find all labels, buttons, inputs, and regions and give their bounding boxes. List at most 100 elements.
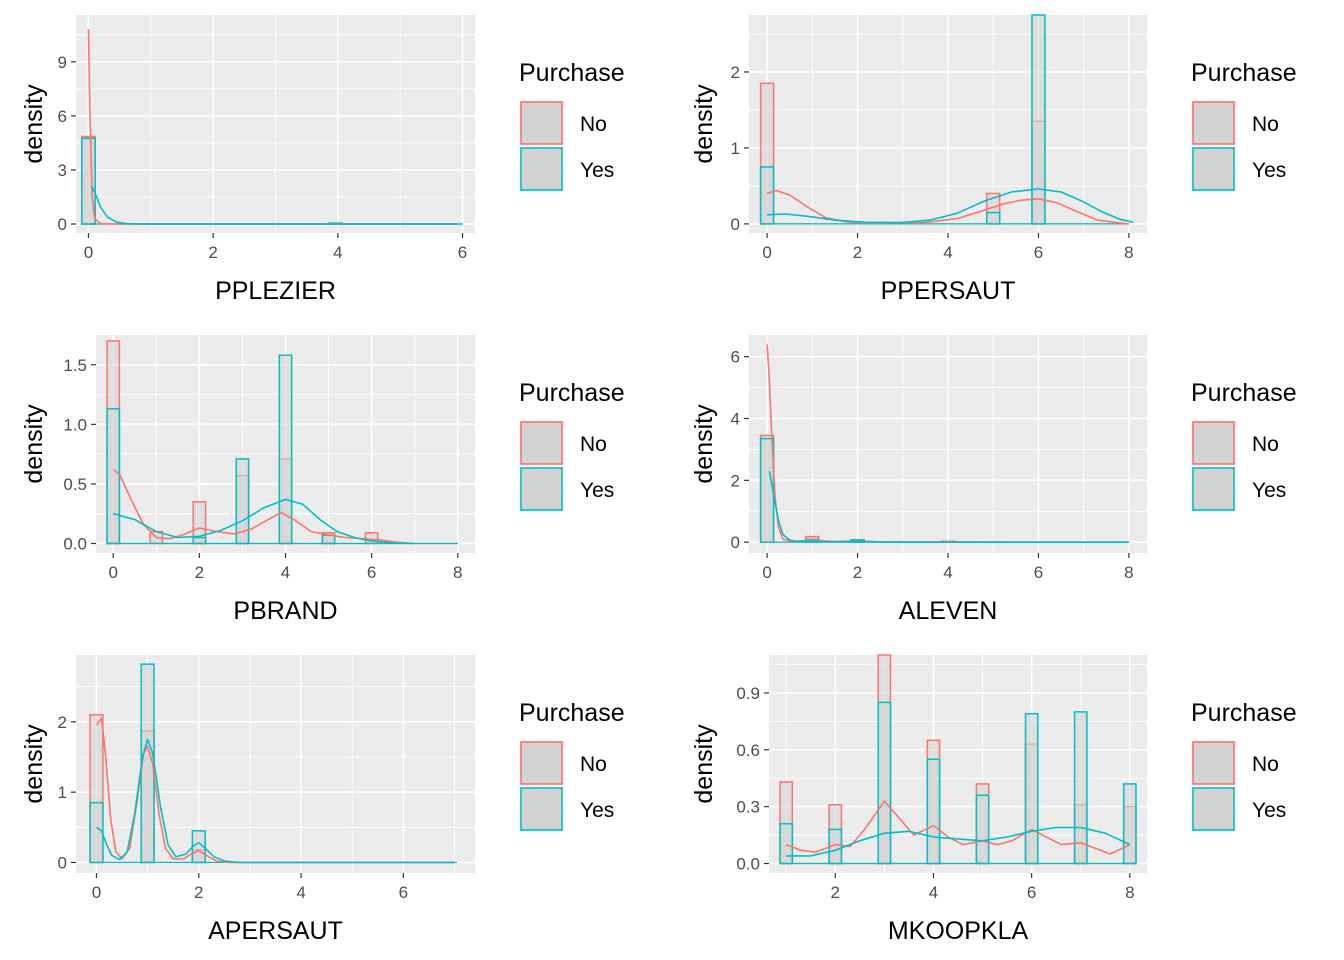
histogram-bar-yes (1073, 711, 1088, 865)
legend-title: Purchase (1191, 379, 1297, 407)
density-line-yes (112, 498, 415, 545)
x-axis-title: MKOOPKLA (888, 917, 1029, 945)
x-tick-label: 2 (831, 883, 840, 902)
y-tick-label: 0 (58, 215, 67, 234)
legend-label-no: No (580, 433, 607, 456)
x-tick-label: 0 (762, 563, 771, 582)
panel-background (769, 655, 1147, 873)
legend-label-yes: Yes (580, 799, 614, 822)
y-tick-label: 6 (731, 348, 740, 367)
x-tick-label: 2 (853, 243, 862, 262)
legend: Purchase No Yes (1191, 699, 1297, 832)
legend-label-no: No (580, 113, 607, 136)
legend-key-no (520, 421, 563, 465)
legend-label-yes: Yes (580, 159, 614, 182)
legend-key-no (1192, 421, 1235, 465)
y-tick-label: 1.5 (63, 356, 87, 375)
x-axis-title: PBRAND (233, 597, 337, 625)
facet-apersaut: 0 1 2 0 2 4 6 APERSAUT density Purchase No Yes (20, 655, 625, 945)
x-axis-title: PPLEZIER (215, 277, 336, 305)
x-axis-title: ALEVEN (899, 597, 998, 625)
density-line-yes (96, 738, 455, 864)
histogram-bar-yes (986, 211, 1001, 225)
y-tick-label: 3 (58, 161, 67, 180)
y-axis-title: density (20, 404, 48, 484)
x-tick-label: 2 (208, 243, 217, 262)
density-line-no (87, 29, 463, 225)
y-tick-label: 0.6 (736, 741, 760, 760)
x-tick-label: 4 (281, 563, 290, 582)
legend-key-no (1192, 741, 1235, 785)
x-tick-label: 0 (762, 243, 771, 262)
legend-label-no: No (1252, 433, 1279, 456)
y-tick-label: 0 (731, 215, 740, 234)
x-tick-label: 4 (333, 243, 342, 262)
legend-title: Purchase (519, 59, 625, 87)
legend-key-no (520, 101, 563, 145)
legend-title: Purchase (1191, 699, 1297, 727)
y-tick-label: 0.3 (736, 798, 760, 817)
x-tick-label: 4 (296, 883, 305, 902)
histogram-bar-yes (1122, 783, 1137, 865)
x-tick-label: 8 (1125, 883, 1134, 902)
histogram-bar-yes (779, 822, 794, 865)
x-tick-label: 0 (92, 883, 101, 902)
histogram-bar-yes (877, 701, 892, 865)
x-tick-label: 6 (458, 243, 467, 262)
density-line-no (785, 800, 1131, 855)
x-tick-label: 6 (1027, 883, 1036, 902)
y-tick-label: 1 (731, 139, 740, 158)
x-tick-label: 0 (108, 563, 117, 582)
x-tick-label: 2 (853, 563, 862, 582)
y-axis-title: density (690, 84, 718, 164)
panel-background (76, 655, 475, 873)
facet-ppersaut: 0 1 2 0 2 4 6 8 PPERSAUT density Purchase No Yes (690, 14, 1297, 305)
facet-mkoopkla: 0.0 0.3 0.6 0.9 2 4 6 8 MKOOPKLA density Purchase N… (690, 654, 1297, 945)
x-tick-label: 8 (1124, 243, 1133, 262)
legend-label-yes: Yes (1252, 799, 1286, 822)
y-tick-label: 0.0 (63, 534, 87, 553)
legend-title: Purchase (519, 699, 625, 727)
legend-key-yes (520, 787, 563, 831)
y-tick-label: 6 (58, 107, 67, 126)
y-tick-label: 0 (731, 533, 740, 552)
legend: Purchase No Yes (519, 699, 625, 832)
legend-key-yes (1192, 467, 1235, 511)
x-axis-title: APERSAUT (208, 917, 343, 945)
y-tick-label: 1.0 (63, 415, 87, 434)
histogram-bar-yes (1024, 713, 1039, 865)
legend-key-yes (520, 467, 563, 511)
histogram-bar-yes (926, 758, 941, 865)
legend-key-yes (520, 147, 563, 191)
density-line-no (766, 189, 1129, 225)
density-line-yes (768, 470, 1129, 544)
legend: Purchase No Yes (519, 379, 625, 512)
y-tick-label: 2 (58, 713, 67, 732)
y-axis-title: density (690, 404, 718, 484)
density-line-no (95, 717, 455, 864)
x-tick-label: 4 (929, 883, 938, 902)
y-tick-label: 0.0 (736, 855, 760, 874)
y-tick-label: 0.5 (63, 475, 87, 494)
y-axis-title: density (20, 724, 48, 804)
histogram-bar-yes (89, 801, 104, 864)
legend-label-no: No (1252, 113, 1279, 136)
x-tick-label: 0 (84, 243, 93, 262)
legend-label-yes: Yes (1252, 159, 1286, 182)
y-tick-label: 0 (58, 853, 67, 872)
y-tick-label: 0.9 (736, 684, 760, 703)
y-tick-label: 2 (731, 63, 740, 82)
histogram-bar-yes (975, 794, 990, 865)
legend-label-yes: Yes (580, 479, 614, 502)
x-tick-label: 4 (943, 563, 952, 582)
density-line-yes (767, 188, 1134, 224)
x-tick-label: 8 (1124, 563, 1133, 582)
legend-label-yes: Yes (1252, 479, 1286, 502)
density-line-yes (786, 826, 1131, 857)
x-axis-title: PPERSAUT (881, 277, 1016, 305)
y-tick-label: 9 (58, 53, 67, 72)
y-tick-label: 2 (731, 471, 740, 490)
histogram-bar-yes (106, 408, 121, 545)
x-tick-label: 8 (453, 563, 462, 582)
